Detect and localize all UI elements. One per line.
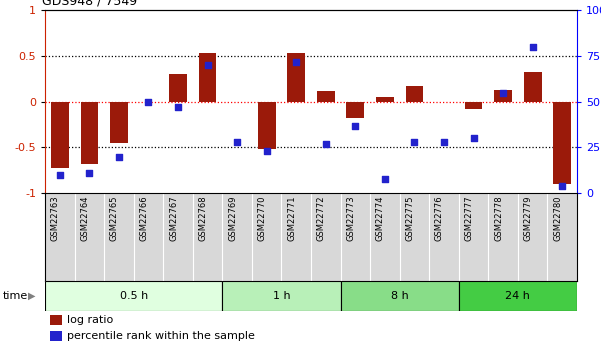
Text: GSM22779: GSM22779	[523, 196, 532, 241]
Bar	[222, 281, 341, 310]
Point	[291, 59, 301, 64]
Text: GSM22773: GSM22773	[346, 196, 355, 241]
Point	[203, 62, 212, 68]
Bar	[346, 102, 364, 118]
Point	[439, 139, 449, 145]
Text: GSM22774: GSM22774	[376, 196, 385, 241]
Bar	[169, 75, 187, 102]
Point	[350, 123, 360, 128]
Bar	[287, 53, 305, 102]
Point	[262, 148, 272, 154]
Point	[469, 136, 478, 141]
Bar	[494, 90, 512, 102]
Text: GSM22771: GSM22771	[287, 196, 296, 241]
Text: GSM22772: GSM22772	[317, 196, 326, 241]
Text: GDS948 / 7549: GDS948 / 7549	[43, 0, 138, 8]
Bar	[554, 102, 571, 184]
Point	[321, 141, 331, 147]
Text: GSM22767: GSM22767	[169, 196, 178, 241]
Text: GSM22768: GSM22768	[198, 196, 207, 241]
Text: GSM22778: GSM22778	[494, 196, 503, 241]
Text: GSM22765: GSM22765	[110, 196, 119, 241]
Point	[55, 172, 65, 178]
Text: GSM22763: GSM22763	[51, 196, 60, 241]
Bar	[406, 86, 423, 102]
Text: GSM22775: GSM22775	[406, 196, 415, 241]
Bar	[51, 102, 69, 168]
Text: GSM22764: GSM22764	[81, 196, 90, 241]
Bar	[459, 281, 577, 310]
Text: GSM22770: GSM22770	[258, 196, 267, 241]
Bar	[376, 97, 394, 102]
Bar	[258, 102, 275, 149]
Bar	[317, 91, 335, 102]
Text: GSM22776: GSM22776	[435, 196, 444, 241]
Bar	[50, 331, 62, 341]
Point	[410, 139, 419, 145]
Bar	[110, 102, 128, 143]
Text: GSM22769: GSM22769	[228, 196, 237, 241]
Text: 1 h: 1 h	[273, 291, 290, 301]
Point	[85, 170, 94, 176]
Text: GSM22766: GSM22766	[139, 196, 148, 241]
Bar	[523, 72, 542, 102]
Bar	[45, 281, 222, 310]
Text: ▶: ▶	[28, 291, 35, 301]
Point	[498, 90, 508, 95]
Point	[380, 176, 389, 181]
Text: GSM22780: GSM22780	[553, 196, 562, 241]
Bar	[465, 102, 483, 109]
Text: 24 h: 24 h	[505, 291, 530, 301]
Point	[173, 105, 183, 110]
Text: GSM22777: GSM22777	[465, 196, 474, 241]
Text: 0.5 h: 0.5 h	[120, 291, 148, 301]
Point	[114, 154, 124, 159]
Bar	[50, 315, 62, 325]
Point	[528, 44, 537, 50]
Text: log ratio: log ratio	[67, 315, 114, 325]
Text: percentile rank within the sample: percentile rank within the sample	[67, 331, 255, 341]
Text: 8 h: 8 h	[391, 291, 409, 301]
Point	[144, 99, 153, 105]
Bar	[341, 281, 459, 310]
Bar	[81, 102, 98, 164]
Text: time: time	[3, 291, 28, 301]
Point	[557, 183, 567, 189]
Bar	[199, 53, 216, 102]
Point	[233, 139, 242, 145]
